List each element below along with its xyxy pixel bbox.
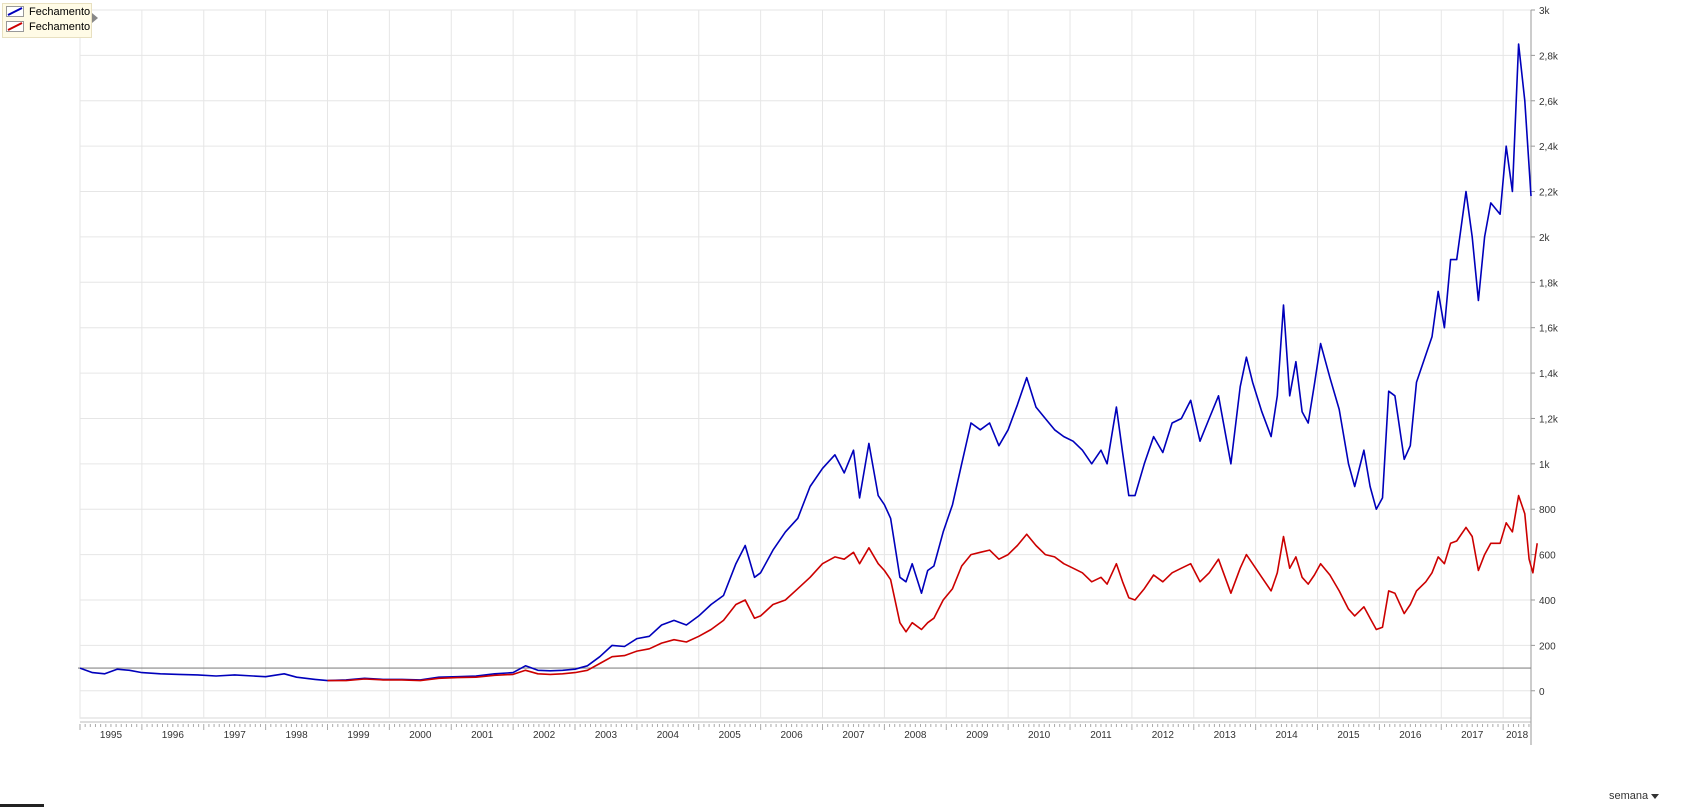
x-tick-label: 2000: [409, 730, 432, 741]
legend-swatch-blue-icon: [6, 6, 24, 17]
legend-item-red[interactable]: Fechamento: [3, 19, 91, 34]
y-tick-label: 2,2k: [1539, 188, 1559, 199]
x-tick-label: 2014: [1275, 730, 1298, 741]
legend: Fechamento Fechamento: [2, 3, 92, 38]
period-selector[interactable]: semana: [1609, 790, 1660, 802]
y-tick-label: 600: [1539, 551, 1556, 562]
x-tick-label: 2007: [842, 730, 865, 741]
x-tick-label: 2001: [471, 730, 494, 741]
x-tick-label: 1996: [162, 730, 185, 741]
y-tick-label: 1,8k: [1539, 278, 1559, 289]
y-tick-label: 1,6k: [1539, 324, 1559, 335]
legend-label-red: Fechamento: [29, 20, 91, 33]
x-tick-label: 2012: [1152, 730, 1175, 741]
y-tick-label: 0: [1539, 687, 1545, 698]
y-tick-label: 1k: [1539, 460, 1551, 471]
x-tick-label: 1998: [285, 730, 308, 741]
x-tick-label: 2008: [904, 730, 927, 741]
x-tick-label: 2005: [719, 730, 742, 741]
x-tick-label: 2003: [595, 730, 618, 741]
x-tick-label: 2009: [966, 730, 989, 741]
y-tick-label: 3k: [1539, 6, 1551, 17]
period-label: semana: [1609, 790, 1649, 802]
y-tick-label: 400: [1539, 596, 1556, 607]
y-tick-label: 200: [1539, 641, 1556, 652]
legend-label-blue: Fechamento: [29, 5, 91, 18]
x-tick-label: 1997: [224, 730, 247, 741]
y-tick-label: 1,4k: [1539, 369, 1559, 380]
y-tick-label: 1,2k: [1539, 414, 1559, 425]
y-tick-label: 2,8k: [1539, 51, 1559, 62]
y-tick-label: 2,4k: [1539, 142, 1559, 153]
y-tick-label: 800: [1539, 505, 1556, 516]
x-tick-label: 2010: [1028, 730, 1051, 741]
series-line-blue: [79, 43, 1532, 682]
x-tick-label: 2017: [1461, 730, 1484, 741]
legend-swatch-red-icon: [6, 21, 24, 32]
x-tick-label: 1999: [347, 730, 370, 741]
y-tick-label: 2,6k: [1539, 97, 1559, 108]
scrollbar[interactable]: [0, 804, 44, 807]
x-tick-label: 2015: [1337, 730, 1360, 741]
legend-item-blue[interactable]: Fechamento: [3, 4, 91, 19]
x-tick-label: 2016: [1399, 730, 1422, 741]
plot-area: [79, 9, 1532, 719]
legend-expand-arrow-icon[interactable]: [92, 13, 98, 23]
x-tick-label: 2002: [533, 730, 556, 741]
x-tick-label: 2004: [657, 730, 680, 741]
chevron-down-icon: [1651, 793, 1660, 799]
x-tick-label: 2013: [1214, 730, 1237, 741]
x-tick-label: 2018: [1506, 730, 1529, 741]
x-tick-label: 2011: [1090, 730, 1112, 741]
x-tick-label: 2006: [780, 730, 803, 741]
x-tick-label: 1995: [100, 730, 123, 741]
series-line-red: [327, 494, 1538, 682]
y-tick-label: 2k: [1539, 233, 1551, 244]
